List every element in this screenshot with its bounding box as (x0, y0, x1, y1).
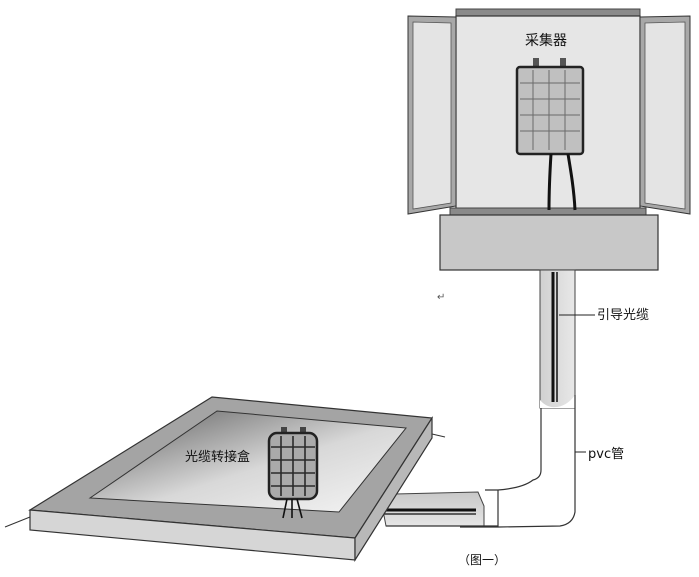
pvc-pipe-label: pvc管 (588, 447, 625, 462)
cabinet-base (439, 214, 659, 271)
pit-side-face (354, 415, 433, 563)
cable-wire (547, 153, 553, 211)
figure-caption: （图一） (458, 553, 507, 567)
junction-box-label: 光缆转接盒 (185, 450, 251, 465)
lead-cable-label: 引导光缆 (597, 308, 650, 323)
pvc-pipe (460, 395, 576, 528)
collector-label: 采集器 (525, 33, 567, 49)
lead-cable-pipe (539, 269, 576, 409)
horizontal-pipe (381, 491, 498, 527)
cable-wire (566, 153, 577, 211)
return-mark: ↵ (437, 292, 446, 303)
junction-box (267, 427, 319, 519)
cable-pit (4, 396, 446, 563)
collector-device (515, 58, 585, 211)
pit-interior (88, 410, 407, 513)
